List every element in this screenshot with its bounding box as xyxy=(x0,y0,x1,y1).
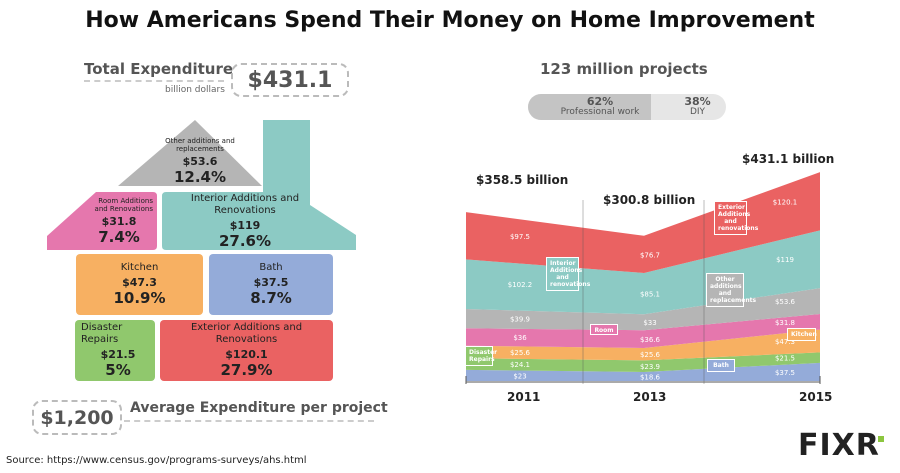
total-value: $431.1 xyxy=(231,63,349,97)
house-block-other: Other additions and replacements $53.6 1… xyxy=(165,136,235,186)
house-block-bath: Bath $37.5 8.7% xyxy=(209,254,333,315)
average-value: $1,200 xyxy=(32,400,122,435)
callout-exterior: Exterior Additions and renovations xyxy=(714,201,758,235)
data-label: $53.6 xyxy=(775,298,796,306)
area-room xyxy=(466,314,820,348)
data-label: $23.9 xyxy=(640,363,660,371)
data-label: $31.8 xyxy=(775,319,795,327)
average-label: Average Expenditure per project xyxy=(130,400,388,416)
data-label: $25.6 xyxy=(640,351,661,359)
house-shapes xyxy=(47,120,356,250)
house-block-kitchen: Kitchen $47.3 10.9% xyxy=(76,254,203,315)
data-label: $85.1 xyxy=(640,291,660,299)
data-label: $36 xyxy=(513,334,527,342)
page-title: How Americans Spend Their Money on Home … xyxy=(85,8,815,33)
callout-interior: Interior Additions and renovations xyxy=(546,257,590,291)
interior-shape xyxy=(162,120,356,250)
total-2011: $358.5 billion xyxy=(476,173,569,187)
total-2015: $431.1 billion xyxy=(742,152,835,166)
data-label: $23 xyxy=(513,372,526,380)
total-unit: billion dollars xyxy=(165,85,225,95)
total-2013: $300.8 billion xyxy=(603,193,696,207)
x-tick-2015: 2015 xyxy=(799,390,833,404)
x-tick-2011: 2011 xyxy=(507,390,541,404)
data-label: $33 xyxy=(643,319,656,327)
data-label: $76.7 xyxy=(640,251,660,259)
house-block-interior: Interior Additions and Renovations $119 … xyxy=(190,192,300,250)
divider xyxy=(124,420,374,422)
room-shape xyxy=(47,192,157,250)
data-label: $102.2 xyxy=(508,281,533,289)
area-kitchen xyxy=(466,329,820,361)
callout-other: Other additions and replacements xyxy=(706,273,756,307)
other-roof-shape xyxy=(118,120,262,186)
data-label: $21.5 xyxy=(775,355,795,363)
total-expenditure-label: Total Expenditure xyxy=(84,60,234,78)
professional-fill xyxy=(528,94,651,120)
house-block-exterior: Exterior Additions and Renovations $120.… xyxy=(160,320,333,381)
data-label: $37.5 xyxy=(775,369,795,377)
data-label: $18.6 xyxy=(640,373,661,381)
fixr-logo: FIXR xyxy=(798,428,884,463)
projects-bar xyxy=(528,94,726,120)
area-other-additions-and-replacements xyxy=(466,288,820,331)
callout-kitchen: Kitchen xyxy=(787,328,817,341)
house-block-disaster: Disaster Repairs $21.5 5% xyxy=(75,320,155,381)
divider xyxy=(84,80,224,82)
data-label: $25.6 xyxy=(510,349,531,357)
callout-disaster: Disaster Repairs xyxy=(465,346,497,366)
data-label: $39.9 xyxy=(510,316,530,324)
professional-label: 62% Professional work xyxy=(560,95,640,117)
house-block-room: Room Additions and Renovations $31.8 7.4… xyxy=(94,196,153,246)
diy-label: 38% DIY xyxy=(684,95,711,117)
data-label: $24.1 xyxy=(510,361,530,369)
data-label: $120.1 xyxy=(773,198,798,206)
data-label: $47.3 xyxy=(775,338,795,346)
data-label: $97.5 xyxy=(510,233,530,241)
source-text: Source: https://www.census.gov/programs-… xyxy=(6,455,307,466)
data-label: $119 xyxy=(776,256,794,264)
callout-room: Room xyxy=(590,324,618,335)
callout-bath: Bath xyxy=(707,359,735,372)
area-bath xyxy=(466,362,820,381)
projects-label: 123 million projects xyxy=(540,60,708,78)
data-label: $36.6 xyxy=(640,336,661,344)
x-tick-2013: 2013 xyxy=(633,390,667,404)
area-exterior-additions-and-renovations xyxy=(466,172,820,273)
